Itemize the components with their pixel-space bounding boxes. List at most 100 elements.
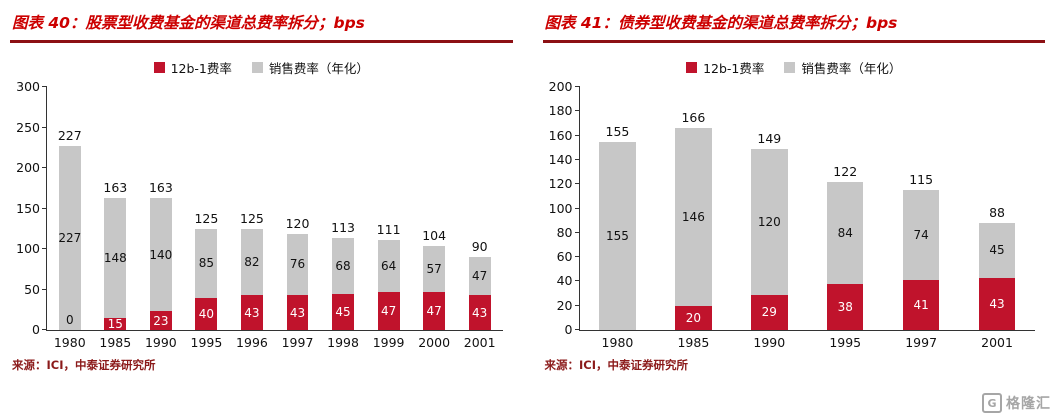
legend-label-12b1: 12b-1费率: [170, 61, 232, 76]
y-tick-label: 60: [556, 249, 573, 265]
gelonghui-logo: G 格隆汇: [982, 393, 1051, 413]
bar-total-label: 125: [240, 210, 264, 226]
bar-column-2001: 45 43 88 2001: [959, 87, 1035, 350]
bar-total-label: 163: [148, 179, 173, 195]
bar-value-label-gray: 68: [335, 259, 351, 274]
bar-value-label-gray: 45: [989, 243, 1005, 258]
y-tick-label: 180: [548, 103, 573, 119]
bar-total-label: 111: [376, 222, 401, 238]
y-tick-label: 50: [24, 281, 40, 297]
figure-40-chart: 300 250 200 150 100 50 0 227 0 227 1980 148 15 163 19…: [10, 80, 513, 350]
figure-41-title-underline: [542, 40, 1045, 43]
bar-column-2001: 47 43 90 2001: [457, 87, 503, 350]
bar-value-label-gray: 155: [606, 228, 629, 243]
bar-segment-12b1: 45: [332, 293, 354, 330]
bar-total-label: 120: [285, 215, 310, 231]
figure-40-title-underline: [10, 40, 513, 43]
bar-value-label-gray: 85: [198, 256, 215, 271]
bar-value-label-red: 45: [335, 304, 351, 319]
bar-column-1985: 148 15 163 1985: [93, 87, 139, 350]
bar-segment-sales-fee: 155: [599, 141, 636, 330]
bar-segment-12b1: 23: [149, 311, 172, 330]
bar-column-1980: 155 155 1980: [580, 87, 656, 350]
bar-value-label-red: 20: [685, 310, 702, 325]
figure-40-plot-area: 227 0 227 1980 148 15 163 1985 140 23 163 1990 85 40 1…: [42, 86, 503, 350]
bar-segment-sales-fee: 68: [332, 238, 354, 294]
bar-segment-12b1: 41: [902, 280, 940, 330]
legend-label-sales-fee: 销售费率（年化）: [268, 61, 369, 76]
bar-value-label-red: 47: [380, 303, 397, 318]
bar-segment-sales-fee: 74: [902, 190, 940, 281]
x-tick-label: 1980: [53, 335, 86, 350]
y-tick-label: 160: [548, 127, 573, 143]
y-tick-mark: [42, 248, 47, 249]
legend-item-sales-fee: 销售费率（年化）: [784, 58, 901, 77]
y-tick-label: 100: [16, 241, 40, 256]
bar-column-2000: 57 47 104 2000: [411, 87, 457, 350]
bar-segment-sales-fee: 85: [195, 228, 218, 298]
y-tick-label: 120: [548, 176, 573, 192]
bar-segment-sales-fee: 120: [751, 148, 788, 295]
bar-total-label: 88: [989, 205, 1006, 221]
bar-column-1999: 64 47 111 1999: [366, 87, 412, 350]
gelonghui-logo-text: 格隆汇: [1006, 396, 1051, 412]
y-tick-mark: [574, 207, 580, 209]
legend-swatch-gray: [251, 62, 263, 73]
bar-segment-12b1: 43: [286, 295, 309, 330]
figure-41-legend: 12b-1费率 销售费率（年化）: [543, 58, 1046, 77]
legend-label-sales-fee: 销售费率（年化）: [801, 61, 902, 76]
bar-value-label-gray: 64: [380, 259, 397, 274]
bar-value-label-red: 23: [153, 313, 169, 328]
bar-value-label-gray: 82: [244, 254, 260, 269]
x-tick-label: 1996: [236, 335, 268, 350]
bar-column-1985: 146 20 166 1985: [655, 87, 731, 350]
bar-value-label-gray: 74: [913, 228, 929, 243]
y-tick-label: 0: [564, 322, 573, 337]
bar-segment-12b1: 20: [675, 305, 712, 330]
y-tick-label: 0: [32, 322, 40, 337]
x-tick-label: 1985: [99, 335, 132, 350]
bar-total-label: 155: [605, 123, 630, 139]
x-tick-label: 1999: [372, 335, 405, 350]
y-tick-mark: [574, 110, 580, 112]
charts-container: 图表 40：股票型收费基金的渠道总费率拆分；bps 12b-1费率 销售费率（年…: [10, 10, 1046, 373]
bar-total-label: 104: [422, 227, 447, 243]
x-tick-label: 1990: [753, 335, 786, 350]
y-tick-mark: [574, 231, 580, 233]
legend-swatch-gray: [784, 62, 796, 73]
bar-value-label-red: 29: [761, 305, 777, 320]
bar-total-label: 163: [103, 179, 128, 195]
y-tick-mark: [574, 304, 580, 306]
bar-column-1990: 140 23 163 1990: [138, 87, 184, 350]
chart-panel-figure-41: 图表 41：债券型收费基金的渠道总费率拆分；bps 12b-1费率 销售费率（年…: [542, 10, 1046, 373]
bar-value-label-gray: 120: [757, 214, 781, 229]
bar-value-label-red: 47: [426, 303, 442, 318]
bar-segment-sales-fee: 82: [241, 228, 263, 296]
bar-value-label-gray: 76: [289, 257, 306, 272]
bar-column-1980: 227 0 227 1980: [47, 87, 93, 350]
bar-column-1996: 82 43 125 1996: [229, 87, 275, 350]
bar-total-label: 125: [194, 210, 219, 226]
bar-value-label-red: 43: [289, 305, 306, 320]
x-tick-label: 1997: [281, 335, 314, 350]
bar-segment-12b1: 43: [241, 295, 263, 330]
bar-segment-sales-fee: 140: [149, 197, 172, 312]
x-tick-label: 2001: [463, 335, 496, 350]
bar-value-label-red: 41: [913, 298, 929, 313]
bar-segment-sales-fee: 45: [978, 223, 1016, 278]
bar-segment-12b1: 47: [377, 291, 400, 330]
figure-40-legend: 12b-1费率 销售费率（年化）: [10, 58, 513, 77]
x-tick-label: 1995: [190, 335, 223, 350]
bar-total-label: 122: [833, 163, 858, 179]
bar-value-label-red-zero: 0: [65, 313, 74, 327]
bar-column-1995: 84 38 122 1995: [807, 87, 883, 350]
bar-column-1995: 85 40 125 1995: [184, 87, 230, 350]
y-tick-label: 140: [548, 151, 573, 167]
bar-total-label: 149: [757, 130, 782, 146]
bar-total-label: 115: [909, 172, 934, 188]
bar-segment-sales-fee: 47: [468, 257, 491, 296]
bar-segment-sales-fee: 146: [675, 128, 712, 306]
bar-segment-12b1: 43: [468, 295, 491, 330]
bar-segment-12b1: 40: [195, 297, 218, 330]
y-tick-label: 80: [556, 224, 573, 240]
